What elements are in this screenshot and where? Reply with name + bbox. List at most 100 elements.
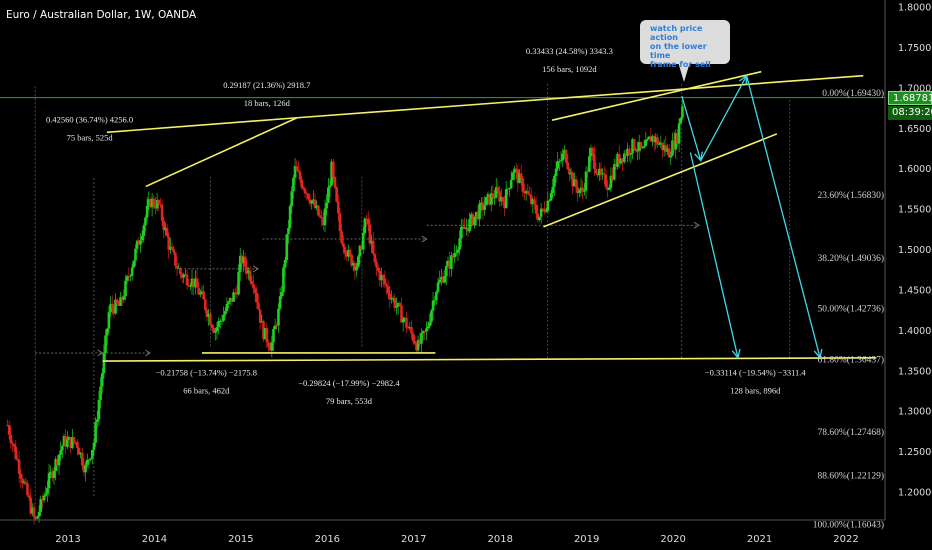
candle-down — [76, 442, 79, 448]
candle-up — [310, 200, 314, 204]
year-tick-label: 2015 — [228, 534, 253, 545]
candle-down — [604, 174, 608, 188]
candle-down — [302, 187, 305, 190]
callout-note[interactable]: watch price action on the lower time fra… — [640, 20, 730, 69]
candle-down — [205, 309, 209, 317]
candle-down — [165, 227, 169, 237]
candle-down — [516, 169, 520, 184]
candle-up — [358, 245, 362, 257]
candle-up — [39, 498, 43, 512]
candle-up — [346, 249, 350, 257]
candle-up — [361, 232, 365, 250]
projection-arrowhead — [738, 74, 748, 85]
year-tick-label: 2017 — [401, 534, 426, 545]
candle-down — [337, 201, 340, 214]
candle-down — [350, 254, 353, 266]
candle-down — [160, 204, 164, 221]
price-axis[interactable]: 1.80000 1.75000 1.70000 1.65000 1.60000 1.550… — [884, 0, 932, 520]
candle-down — [21, 478, 24, 484]
symbol-title[interactable]: Euro / Australian Dollar, 1W, OANDA — [6, 9, 197, 21]
candle-up — [435, 291, 438, 301]
candle-up — [616, 153, 619, 167]
candle-down — [204, 299, 207, 310]
candle-down — [317, 205, 320, 216]
price-tick-label: 1.75000 — [898, 43, 932, 54]
candle-up — [636, 150, 639, 152]
candle-up — [408, 327, 412, 329]
candle-up — [629, 153, 633, 155]
candle-down — [400, 305, 403, 323]
candle-down — [300, 179, 304, 188]
price-tick-label: 1.45000 — [898, 285, 932, 296]
measure-value-label: −0.29824 (−17.99%) −2982.4 — [298, 378, 400, 388]
candle-down — [343, 247, 347, 254]
price-tick-label: 1.65000 — [898, 124, 932, 135]
candle-down — [481, 202, 485, 210]
projection-line — [700, 75, 748, 161]
candle-down — [333, 176, 337, 188]
candle-down — [179, 268, 182, 275]
candle-up — [556, 161, 560, 169]
candle-up — [147, 199, 151, 206]
candle-down — [534, 204, 538, 214]
candle-down — [568, 168, 571, 175]
trendline — [543, 133, 778, 228]
measure-bars-label: 75 bars, 525d — [67, 133, 114, 143]
candle-up — [47, 472, 51, 489]
candle-up — [588, 156, 591, 172]
candle-up — [124, 280, 127, 297]
candle-down — [56, 459, 59, 466]
candle-down — [611, 175, 614, 180]
candle-down — [255, 292, 259, 303]
candle-up — [42, 495, 46, 501]
candle-down — [451, 255, 455, 258]
candle-down — [212, 328, 215, 333]
candle-down — [180, 274, 184, 278]
candle-down — [602, 173, 606, 175]
candle-down — [322, 218, 325, 226]
bar-countdown-tag: 08:39:20 — [888, 106, 932, 120]
candle-down — [41, 498, 44, 501]
candle-up — [215, 327, 219, 331]
candle-down — [24, 481, 28, 484]
candle-down — [441, 276, 445, 283]
candle-down — [16, 458, 19, 461]
candle-down — [366, 218, 370, 225]
candle-up — [524, 191, 528, 194]
candle-down — [627, 148, 631, 155]
candle-up — [280, 292, 284, 297]
candle-up — [95, 419, 99, 422]
candle-up — [142, 225, 146, 236]
candle-up — [647, 136, 651, 139]
candle-down — [466, 227, 470, 232]
measure-guide-arrowhead — [421, 235, 428, 243]
candle-up — [130, 267, 134, 276]
candle-down — [175, 265, 179, 269]
time-axis[interactable]: 2013 2014 2015 2016 2017 2018 2019 2020 2021 2022 — [0, 519, 885, 545]
candle-up — [421, 331, 425, 334]
candle-up — [199, 292, 202, 295]
candle-up — [669, 155, 673, 158]
candle-down — [476, 211, 480, 220]
candle-up — [217, 320, 220, 328]
candle-down — [599, 168, 603, 175]
fib-level-label: 50.00%(1.42736) — [818, 304, 885, 315]
candle-up — [92, 442, 96, 451]
candle-up — [493, 197, 496, 199]
candle-up — [445, 265, 448, 277]
candle-up — [559, 160, 563, 162]
candle-up — [182, 274, 186, 278]
candle-up — [190, 278, 194, 286]
candle-up — [637, 141, 641, 151]
candle-up — [140, 235, 144, 241]
candle-up — [99, 386, 102, 400]
candle-down — [210, 324, 214, 329]
projection-arrowhead — [813, 348, 823, 360]
candle-up — [57, 454, 61, 466]
candle-down — [498, 191, 501, 202]
candle-up — [446, 260, 450, 266]
candle-up — [225, 303, 229, 312]
candle-up — [677, 123, 681, 144]
candle-down — [614, 164, 618, 167]
